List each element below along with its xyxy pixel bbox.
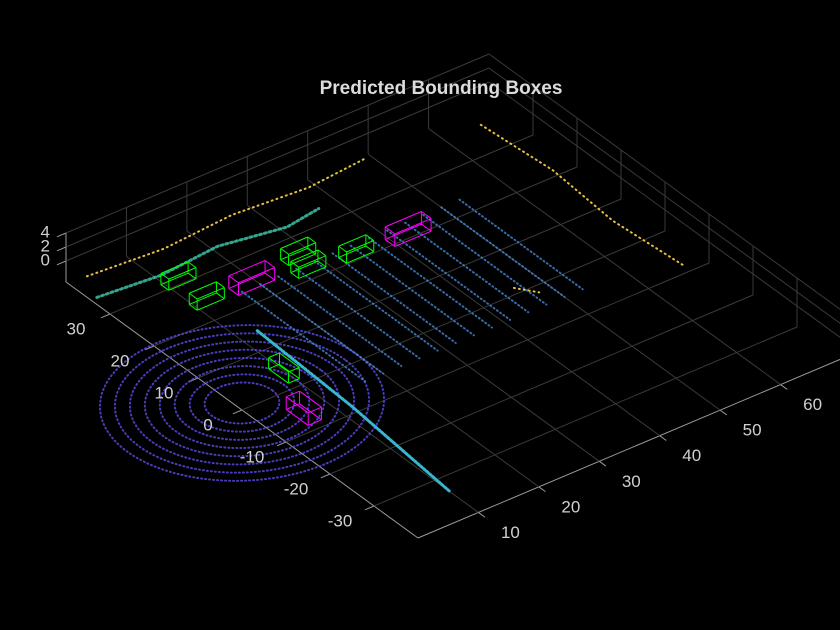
tick-mark [232, 409, 243, 415]
bounding-box [280, 236, 317, 266]
z-tick-label: 4 [41, 222, 50, 241]
chart-title: Predicted Bounding Boxes [320, 78, 563, 99]
bounding-box [268, 352, 300, 384]
grid-line [109, 134, 534, 315]
tick-mark [276, 441, 287, 447]
grid-line [488, 67, 840, 324]
grid-line [373, 326, 798, 507]
y-tick-label: -20 [284, 479, 309, 498]
z-tick-label: 2 [41, 236, 50, 255]
tick-mark [320, 473, 331, 479]
tick-mark [538, 486, 546, 493]
grid-line [488, 53, 840, 310]
y-tick-label: 20 [111, 351, 130, 370]
x-tick-label: 20 [561, 497, 580, 516]
bounding-box [160, 261, 197, 291]
grid-line [488, 81, 840, 338]
y-tick-label: 0 [203, 415, 212, 434]
y-tick-label: 10 [155, 383, 174, 402]
grid-line [65, 67, 490, 248]
grid-line [65, 81, 490, 262]
bounding-box [384, 211, 432, 247]
y-tick-label: 30 [67, 319, 86, 338]
y-tick-label: -30 [328, 511, 353, 530]
x-tick-label: 60 [803, 395, 822, 414]
tick-mark [144, 345, 155, 351]
tick-mark [478, 512, 486, 518]
grid-line [65, 53, 490, 234]
bounding-box [285, 390, 322, 426]
tick-mark [56, 260, 67, 266]
tick-mark [780, 384, 788, 390]
bounding-box [338, 234, 375, 264]
grid-line [329, 294, 754, 475]
grid-line [285, 262, 710, 443]
grid-line [153, 166, 578, 347]
tick-mark [659, 435, 667, 441]
bounding-boxes [160, 211, 432, 426]
x-tick-label: 10 [501, 523, 520, 542]
tick-mark [56, 232, 67, 238]
point-cloud [0, 113, 795, 564]
z-tick-label: 0 [41, 250, 50, 269]
tick-mark [598, 460, 607, 467]
x-tick-label: 40 [682, 446, 701, 465]
tick-mark [364, 505, 375, 511]
x-tick-label: 50 [743, 421, 762, 440]
tick-mark [56, 246, 67, 252]
grid [56, 53, 840, 539]
bounding-box [228, 260, 276, 296]
tick-mark [719, 409, 728, 416]
tick-mark [100, 313, 111, 319]
bounding-box [188, 281, 225, 311]
bounding-box [290, 249, 327, 279]
x-tick-label: 30 [622, 472, 641, 491]
axis-line [417, 358, 840, 539]
y-tick-label: -10 [240, 447, 265, 466]
